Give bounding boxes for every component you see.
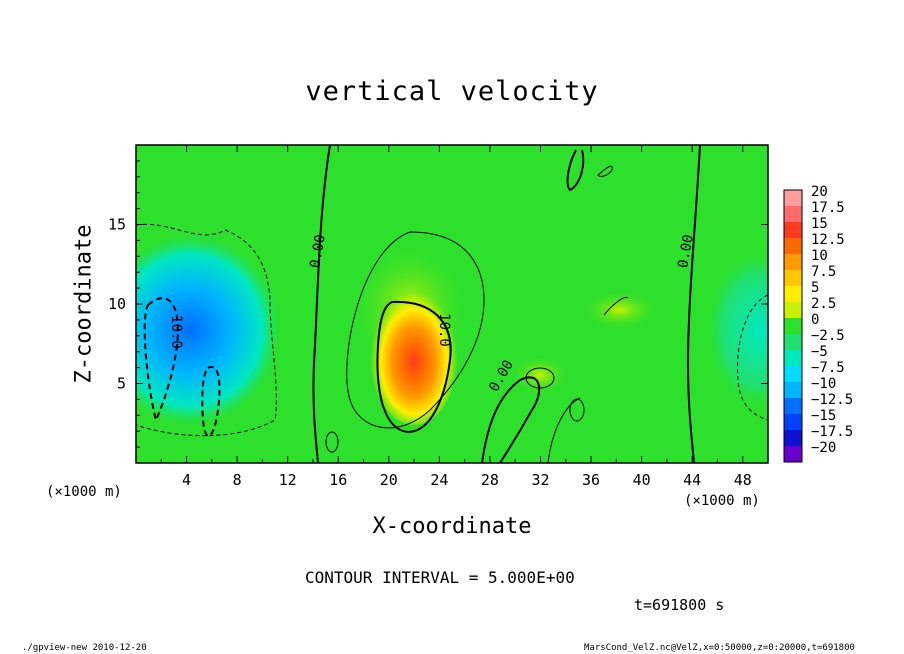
contour-lines <box>136 145 768 463</box>
y-axis-label: Z-coordinate <box>71 224 97 384</box>
x-tick-label: 8 <box>233 471 242 489</box>
colorbar-label: −20 <box>811 440 836 456</box>
y-tick-label: 10 <box>108 295 126 313</box>
colorbar-label: −15 <box>811 408 836 424</box>
x-tick-label: 32 <box>531 471 549 489</box>
y-tick-label: 15 <box>108 216 126 234</box>
colorbar-swatch <box>784 302 802 319</box>
heatmap-field <box>136 145 768 463</box>
downdraft-right <box>705 250 768 410</box>
contour-interval-text: CONTOUR INTERVAL = 5.000E+00 <box>305 568 575 587</box>
colorbar-label: 17.5 <box>811 200 845 216</box>
x-axis-label: X-coordinate <box>372 514 532 539</box>
colorbar-frame <box>783 189 803 463</box>
colorbar-swatch <box>784 382 802 399</box>
colorbar-label: 5 <box>811 280 819 296</box>
colorbar-label: −12.5 <box>811 392 853 408</box>
time-label: t=691800 s <box>634 596 725 614</box>
x-tick-label: 16 <box>329 471 347 489</box>
y-tick-label: 5 <box>117 375 126 393</box>
colorbar-swatch <box>784 318 802 335</box>
colorbar-swatch <box>784 206 802 223</box>
x-tick-label: 36 <box>582 471 600 489</box>
x-tick-label: 28 <box>481 471 499 489</box>
colorbar-swatch <box>784 254 802 271</box>
colorbar-swatch <box>784 286 802 303</box>
x-tick-label: 24 <box>430 471 448 489</box>
colorbar-swatch <box>784 222 802 239</box>
colorbar-swatch <box>784 414 802 431</box>
y-axis: 5 10 15 <box>108 160 768 448</box>
footer-right: MarsCond_VelZ.nc@VelZ,x=0:50000,z=0:2000… <box>584 643 855 653</box>
colorbar-swatch <box>784 366 802 383</box>
x-tick-label: 12 <box>279 471 297 489</box>
colorbar-label: 10 <box>811 248 828 264</box>
updraft-core <box>370 285 458 425</box>
x-tick-label: 40 <box>633 471 651 489</box>
x-axis: 4 8 12 16 20 24 28 32 36 40 44 48 <box>160 145 752 489</box>
colorbar-label: −7.5 <box>811 360 845 376</box>
colorbar-label: −10 <box>811 376 836 392</box>
contour-label: 0.00 <box>675 233 697 269</box>
weak-updraft-2 <box>510 355 570 395</box>
colorbar-swatch <box>784 430 802 447</box>
contour-label: 0.00 <box>307 233 329 269</box>
colorbar-label: 12.5 <box>811 232 845 248</box>
colorbar-swatch <box>784 334 802 351</box>
colorbar-label: 20 <box>811 184 828 200</box>
chart-title: vertical velocity <box>305 76 599 107</box>
colorbar-label: −5 <box>811 344 828 360</box>
x-tick-label: 44 <box>683 471 701 489</box>
colorbar-label: 0 <box>811 312 819 328</box>
x-tick-label: 48 <box>734 471 752 489</box>
colorbar-label: −2.5 <box>811 328 845 344</box>
contour-label: 10.0 <box>436 313 452 347</box>
colorbar-swatch <box>784 350 802 367</box>
colorbar-swatch <box>784 270 802 287</box>
colorbar-swatch <box>784 190 802 207</box>
footer-left: ./gpview-new 2010-12-20 <box>22 643 147 653</box>
colorbar-swatch <box>784 238 802 255</box>
x-tick-label: 20 <box>380 471 398 489</box>
colorbar-label: 7.5 <box>811 264 836 280</box>
contour-label: 10.0 <box>168 315 184 349</box>
colorbar-label: −17.5 <box>811 424 853 440</box>
x-unit-left: (×1000 m) <box>46 484 122 500</box>
colorbar-swatch <box>784 446 802 463</box>
downdraft-left <box>136 235 280 425</box>
weak-updraft <box>580 290 660 330</box>
colorbar-swatch <box>784 398 802 415</box>
x-tick-label: 4 <box>182 471 191 489</box>
colorbar-label: 2.5 <box>811 296 836 312</box>
x-unit-right: (×1000 m) <box>684 493 760 509</box>
colorbar: 2017.51512.5107.552.50−2.5−5−7.5−10−12.5… <box>783 184 853 463</box>
colorbar-label: 15 <box>811 216 828 232</box>
